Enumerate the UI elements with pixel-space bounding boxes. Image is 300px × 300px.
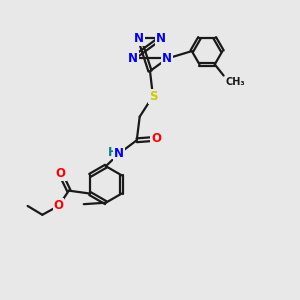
Text: N: N (134, 32, 144, 45)
Text: N: N (114, 147, 124, 160)
Text: N: N (156, 32, 166, 45)
Text: CH₃: CH₃ (225, 77, 245, 87)
Text: N: N (162, 52, 172, 65)
Text: O: O (53, 200, 64, 212)
Text: O: O (56, 167, 66, 180)
Text: H: H (108, 146, 118, 159)
Text: O: O (151, 132, 161, 145)
Text: N: N (128, 52, 138, 65)
Text: S: S (149, 90, 157, 103)
